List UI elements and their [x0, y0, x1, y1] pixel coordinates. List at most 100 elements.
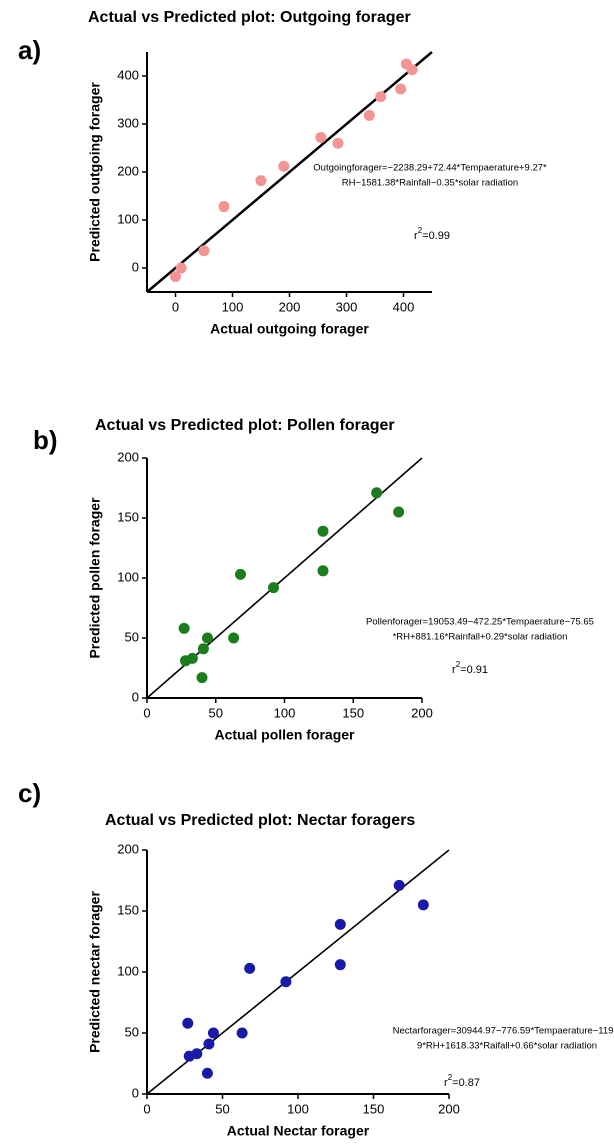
point [191, 1048, 203, 1060]
point [207, 1027, 219, 1039]
r-sup: 2 [448, 1073, 453, 1082]
r-squared: r2=0.91 [452, 660, 488, 676]
point [406, 64, 418, 76]
point [198, 245, 210, 257]
chart-title: Actual vs Predicted plot: Nectar forager… [105, 812, 415, 829]
y-tick-label: 0 [132, 689, 139, 704]
x-axis-title: Actual outgoing forager [210, 321, 369, 337]
y-tick-label: 400 [117, 67, 139, 82]
x-tick-label: 50 [209, 705, 223, 720]
x-tick-label: 100 [222, 299, 244, 314]
equation: 9*RH+1618.33*Raifall+0.66*solar radiatio… [417, 1041, 597, 1052]
x-tick-label: 50 [215, 1101, 229, 1116]
r-squared: r2=0.99 [414, 226, 450, 242]
point [186, 652, 198, 664]
r-rest: =0.91 [460, 664, 488, 676]
r-squared: r2=0.87 [444, 1073, 480, 1089]
points [182, 879, 429, 1079]
r-base: r [444, 1077, 448, 1089]
x-tick-label: 150 [342, 705, 364, 720]
point [236, 1027, 248, 1039]
r-base: r [452, 664, 456, 676]
points [170, 58, 418, 283]
y-tick-label: 0 [132, 259, 139, 274]
y-axis-title: Predicted pollen forager [87, 497, 103, 659]
point [395, 83, 407, 95]
y-tick-label: 100 [117, 211, 139, 226]
point [393, 506, 405, 518]
point [197, 643, 209, 655]
y-tick-label: 200 [117, 163, 139, 178]
y-tick-label: 150 [117, 902, 139, 917]
point [317, 525, 329, 537]
points [178, 487, 405, 684]
x-tick-label: 300 [336, 299, 358, 314]
r-sup: 2 [456, 660, 461, 669]
point [228, 632, 240, 644]
x-axis-title: Actual pollen forager [214, 727, 355, 743]
x-tick-label: 150 [363, 1101, 385, 1116]
y-tick-label: 200 [117, 841, 139, 856]
point [203, 1038, 215, 1050]
equation: Outgoingforager=−2238.29+72.44*Tempaerat… [313, 163, 547, 174]
y-tick-label: 50 [125, 629, 139, 644]
y-tick-label: 300 [117, 115, 139, 130]
y-tick-label: 200 [117, 449, 139, 464]
equation: *RH+881.16*Rainfall+0.29*solar radiation [393, 632, 568, 643]
point [371, 487, 383, 499]
x-tick-label: 200 [279, 299, 301, 314]
point [202, 632, 213, 644]
x-tick-label: 100 [287, 1101, 309, 1116]
point [170, 271, 181, 283]
point [417, 899, 429, 911]
chart-title: Actual vs Predicted plot: Pollen forager [95, 417, 395, 434]
equation: RH−1581.38*Rainfall−0.35*solar radiation [342, 178, 518, 189]
r-base: r [414, 230, 418, 242]
y-tick-label: 100 [117, 569, 139, 584]
equation: Pollenforager=19053.49−472.25*Tempaeratu… [366, 617, 594, 628]
point [278, 160, 290, 172]
point [280, 976, 292, 988]
panel-label: c) [18, 778, 41, 808]
panel-label: a) [18, 35, 41, 65]
x-tick-label: 400 [393, 299, 415, 314]
point [334, 918, 346, 930]
x-tick-label: 100 [274, 705, 296, 720]
panel-label: b) [33, 425, 58, 455]
r-rest: =0.87 [452, 1077, 480, 1089]
point [244, 962, 256, 974]
y-tick-label: 150 [117, 509, 139, 524]
point [175, 262, 187, 274]
point [201, 1067, 213, 1079]
x-tick-label: 0 [143, 705, 150, 720]
point [334, 959, 346, 971]
point [375, 91, 387, 103]
x-tick-label: 0 [143, 1101, 150, 1116]
y-axis-title: Predicted nectar forager [87, 891, 103, 1053]
x-tick-label: 200 [438, 1101, 460, 1116]
point [363, 109, 375, 121]
x-tick-label: 200 [411, 705, 433, 720]
point [268, 582, 279, 594]
point [182, 1017, 194, 1029]
point [218, 201, 230, 213]
point [235, 568, 246, 580]
r-rest: =0.99 [422, 230, 450, 242]
point [393, 879, 405, 891]
equation: Nectarforager=30944.97−776.59*Tempaeratu… [393, 1026, 614, 1037]
y-tick-label: 100 [117, 963, 139, 978]
point [332, 137, 344, 149]
y-tick-label: 0 [132, 1085, 139, 1100]
point [315, 131, 327, 143]
y-axis-title: Predicted outgoing forager [87, 82, 103, 262]
x-axis-title: Actual Nectar forager [227, 1123, 370, 1139]
point [196, 672, 208, 684]
point [255, 175, 267, 187]
identity-line [146, 51, 433, 293]
chart-title: Actual vs Predicted plot: Outgoing forag… [88, 9, 411, 26]
x-tick-label: 0 [172, 299, 179, 314]
point [178, 622, 190, 634]
point [317, 565, 329, 577]
y-tick-label: 50 [125, 1024, 139, 1039]
